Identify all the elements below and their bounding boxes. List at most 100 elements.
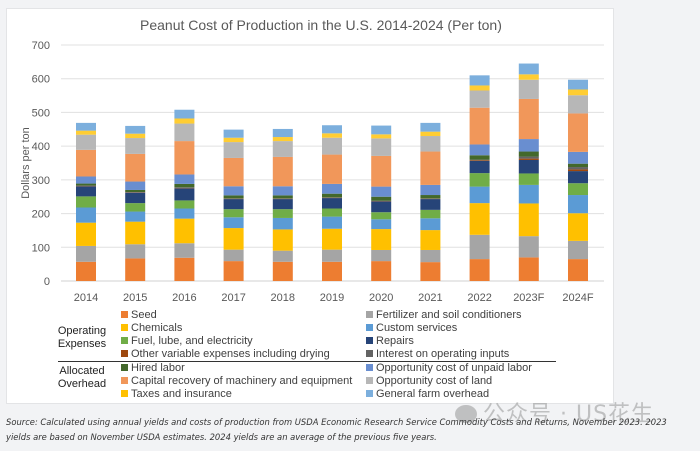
x-tick-label: 2014 — [74, 292, 98, 304]
legend-label: Opportunity cost of unpaid labor — [376, 362, 532, 374]
bar-segment — [322, 183, 342, 194]
bar-segment — [174, 174, 195, 184]
bar-segment — [174, 187, 195, 188]
bar-segment — [469, 234, 490, 260]
bar-segment — [469, 155, 490, 160]
bar-segment — [223, 142, 244, 158]
x-axis-ticks: 2014 2015 2016 2017 2018 2019 2020 2021 2022 2023… — [74, 292, 594, 304]
legend-item-fuel: Fuel, lube, and electricity — [121, 335, 253, 348]
legend-label: Interest on operating inputs — [376, 348, 510, 360]
bar-segment — [420, 209, 441, 219]
y-tick-label: 700 — [32, 40, 50, 52]
bar-segment — [76, 134, 96, 150]
bar-segment — [469, 160, 490, 161]
bar-segment — [223, 157, 244, 187]
bar-segment — [76, 186, 96, 197]
bar-segment — [518, 74, 539, 80]
x-tick-label: 2022 — [467, 292, 491, 304]
bar-segment — [371, 138, 392, 156]
bar-stack-2021 — [420, 122, 441, 281]
legend-label: Other variable expenses including drying — [131, 348, 330, 360]
legend-item-general-overhead: General farm overhead — [366, 388, 489, 401]
bar-segment — [420, 195, 441, 199]
legend-label: Taxes and insurance — [131, 388, 232, 400]
bar-segment — [469, 90, 490, 108]
y-axis-label: Dollars per ton — [20, 127, 32, 199]
bar-segment — [371, 249, 392, 262]
legend-label: Capital recovery of machinery and equipm… — [131, 375, 353, 387]
swatch-icon — [121, 364, 128, 371]
bar-segment — [469, 159, 490, 161]
bar-segment — [76, 149, 96, 177]
legend-item-repairs: Repairs — [366, 335, 414, 348]
bar-segment — [420, 136, 441, 152]
bar-segment — [223, 199, 244, 210]
bar-segment — [518, 236, 539, 258]
y-axis-ticks: 0 100 200 300 400 500 600 700 — [32, 40, 50, 288]
bar-segment — [76, 122, 96, 131]
bar-segment — [272, 261, 293, 281]
legend-item-capital-recovery: Capital recovery of machinery and equipm… — [121, 375, 352, 388]
group-label-line: Overhead — [57, 378, 107, 390]
legend-item-fertilizer: Fertilizer and soil conditioners — [366, 309, 522, 322]
bar-segment — [76, 130, 96, 135]
bar-segment — [322, 228, 342, 250]
bar-segment — [174, 183, 195, 188]
swatch-icon — [366, 337, 373, 344]
bar-segment — [420, 218, 441, 231]
bar-stack-2019 — [322, 125, 342, 281]
bar-segment — [518, 63, 539, 75]
bar-segment — [125, 221, 146, 245]
bar-segment — [174, 200, 195, 209]
legend-label: Fuel, lube, and electricity — [131, 335, 253, 347]
bar-segment — [272, 156, 293, 187]
group-label-line: Operating — [57, 325, 107, 337]
legend-label: Fertilizer and soil conditioners — [376, 309, 522, 321]
bar-segment — [322, 154, 342, 184]
bar-segment — [174, 243, 195, 258]
bar-segment — [223, 209, 244, 218]
bar-stack-2017 — [223, 129, 244, 281]
swatch-icon — [366, 350, 373, 357]
bar-segment — [174, 218, 195, 244]
bar-segment — [518, 98, 539, 140]
bar-segment — [371, 134, 392, 139]
bar-segment — [76, 222, 96, 246]
bar-segment — [568, 240, 588, 260]
bar-segment — [518, 184, 539, 204]
group-label-line: Expenses — [57, 338, 107, 350]
bar-segment — [568, 95, 588, 114]
bar-segment — [518, 151, 539, 157]
swatch-icon — [366, 390, 373, 397]
bar-segment — [174, 118, 195, 124]
bar-segment — [322, 261, 342, 281]
x-tick-label: 2020 — [369, 292, 393, 304]
bar-segment — [125, 203, 146, 212]
bar-segment — [518, 139, 539, 152]
bar-segment — [568, 79, 588, 90]
bar-segment — [223, 195, 244, 199]
x-tick-label: 2018 — [271, 292, 295, 304]
bar-segment — [420, 151, 441, 185]
bar-segment — [125, 192, 146, 204]
legend-label: Hired labor — [131, 362, 185, 374]
bar-segment — [223, 186, 244, 196]
x-tick-label: 2024F — [562, 292, 593, 304]
legend-divider — [58, 361, 556, 362]
source-note: Source: Calculated using annual yields a… — [6, 415, 696, 445]
watermark-text: 公众号 · US花生 — [483, 402, 655, 427]
bar-segment — [272, 128, 293, 138]
bar-segment — [322, 133, 342, 138]
bar-segment — [125, 258, 146, 281]
bar-segment — [420, 184, 441, 196]
bar-segment — [518, 257, 539, 281]
swatch-icon — [121, 311, 128, 318]
bar-segment — [223, 261, 244, 281]
legend-label: Opportunity cost of land — [376, 375, 493, 387]
bar-segment — [371, 201, 392, 213]
bar-segment — [469, 144, 490, 156]
group-label-line: Allocated — [59, 365, 105, 377]
bar-segment — [223, 137, 244, 143]
x-tick-label: 2017 — [221, 292, 245, 304]
